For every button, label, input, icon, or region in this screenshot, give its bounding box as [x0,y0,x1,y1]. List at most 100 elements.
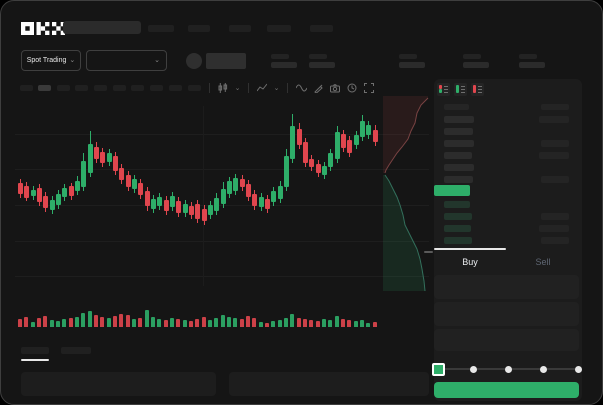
tab-buy[interactable]: Buy [462,257,478,267]
timeframe-button[interactable] [113,85,126,91]
volume-bar [303,319,307,327]
candle-body [183,204,188,213]
timeframe-button[interactable] [169,85,182,91]
volume-bar [113,316,117,327]
timeframe-button[interactable] [131,85,144,91]
candle-body [360,121,365,137]
market-type-dropdown[interactable]: Spot Trading ⌄ [21,50,81,71]
candle-body [240,179,245,187]
book-asks-icon[interactable] [471,83,484,96]
candle-body [113,156,118,171]
nav-item[interactable] [148,25,174,32]
okx-logo[interactable] [21,22,65,35]
volume-bar [221,315,225,327]
camera-icon[interactable] [329,82,341,94]
volume-bar [50,320,54,327]
icon-line [478,89,482,90]
nav-item[interactable] [310,25,333,32]
buy-submit-button[interactable] [434,382,579,398]
indicators-icon[interactable] [256,82,268,94]
gridline [15,169,429,170]
market-type-label: Spot Trading [26,57,67,64]
orderbook-last-price[interactable] [434,185,470,196]
pair-select[interactable]: ⌄ [86,50,167,71]
bottom-tab[interactable] [61,347,91,354]
slider-step-dot[interactable] [505,366,512,373]
icon-color-bar [439,85,442,89]
volume-bar [100,317,104,327]
orderbook-ask-row[interactable] [444,140,474,147]
icon-line [478,86,482,87]
bottom-tab[interactable] [21,347,49,354]
order-input-field[interactable] [434,329,579,351]
candle-body [290,126,295,159]
icon-line [461,92,465,93]
volume-bar [335,316,339,327]
slider-handle[interactable] [432,363,445,376]
candles-icon[interactable] [217,82,229,94]
orderbook-bid-row[interactable] [444,237,472,244]
volume-bar [195,319,199,327]
tab-sell[interactable]: Sell [535,257,551,267]
chevron-down[interactable]: ⌄ [273,85,280,92]
candle-body [316,164,321,173]
gridline [15,205,429,206]
volume-bar [145,310,149,327]
nav-item[interactable] [267,25,291,32]
timeframe-button[interactable] [75,85,88,91]
volume-bar [126,315,130,327]
volume-bar [81,313,85,327]
orderbook-bid-size [541,213,569,220]
timeframe-button[interactable] [188,85,201,91]
orderbook-ask-row[interactable] [444,176,473,183]
slider-step-dot[interactable] [575,366,582,373]
nav-item[interactable] [188,25,210,32]
orderbook-ask-row[interactable] [444,152,472,159]
icon-line [444,86,448,87]
slider-step-dot[interactable] [470,366,477,373]
orderbook-col-header [541,104,569,110]
orderbook-bid-row[interactable] [444,225,471,232]
volume-bar [322,319,326,327]
timeframe-button[interactable] [150,85,163,91]
volume-bar [252,318,256,327]
volume-bar [157,319,161,327]
candle-body [373,130,378,142]
timeframe-button[interactable] [57,85,70,91]
candle-body [157,197,162,206]
order-input-field[interactable] [434,302,579,326]
slider-step-dot[interactable] [540,366,547,373]
orderbook-bid-row[interactable] [444,201,470,208]
candle-body [88,144,93,173]
orderbook-ask-row[interactable] [444,128,473,135]
candle-body [278,186,283,199]
fullscreen-icon[interactable] [363,82,375,94]
volume-bar [360,320,364,327]
market-stat-label [399,54,417,59]
volume-bar [284,318,288,327]
volume-bar [290,314,294,327]
draw-icon[interactable] [312,82,324,94]
settings-icon[interactable] [346,82,358,94]
orderbook-ask-row[interactable] [444,116,474,123]
nav-item[interactable] [229,25,251,32]
volume-bar [151,317,155,327]
order-input-field[interactable] [434,275,579,299]
wave-icon[interactable] [295,82,307,94]
orderbook-bid-row[interactable] [444,213,472,220]
candle-body [221,189,226,204]
timeframe-button[interactable] [94,85,107,91]
icon-line [444,89,448,90]
orderbook-ask-row[interactable] [444,164,474,171]
market-stat-label [519,54,537,59]
timeframe-button[interactable] [20,85,33,91]
search-input[interactable] [63,21,141,34]
book-bids-icon[interactable] [454,83,467,96]
chevron-down[interactable]: ⌄ [234,85,241,92]
volume-bar [88,311,92,327]
volume-bar [94,315,98,327]
book-both-icon[interactable] [437,83,450,96]
timeframe-button[interactable] [38,85,51,91]
candle-body [208,205,213,215]
candle-body [233,178,238,191]
